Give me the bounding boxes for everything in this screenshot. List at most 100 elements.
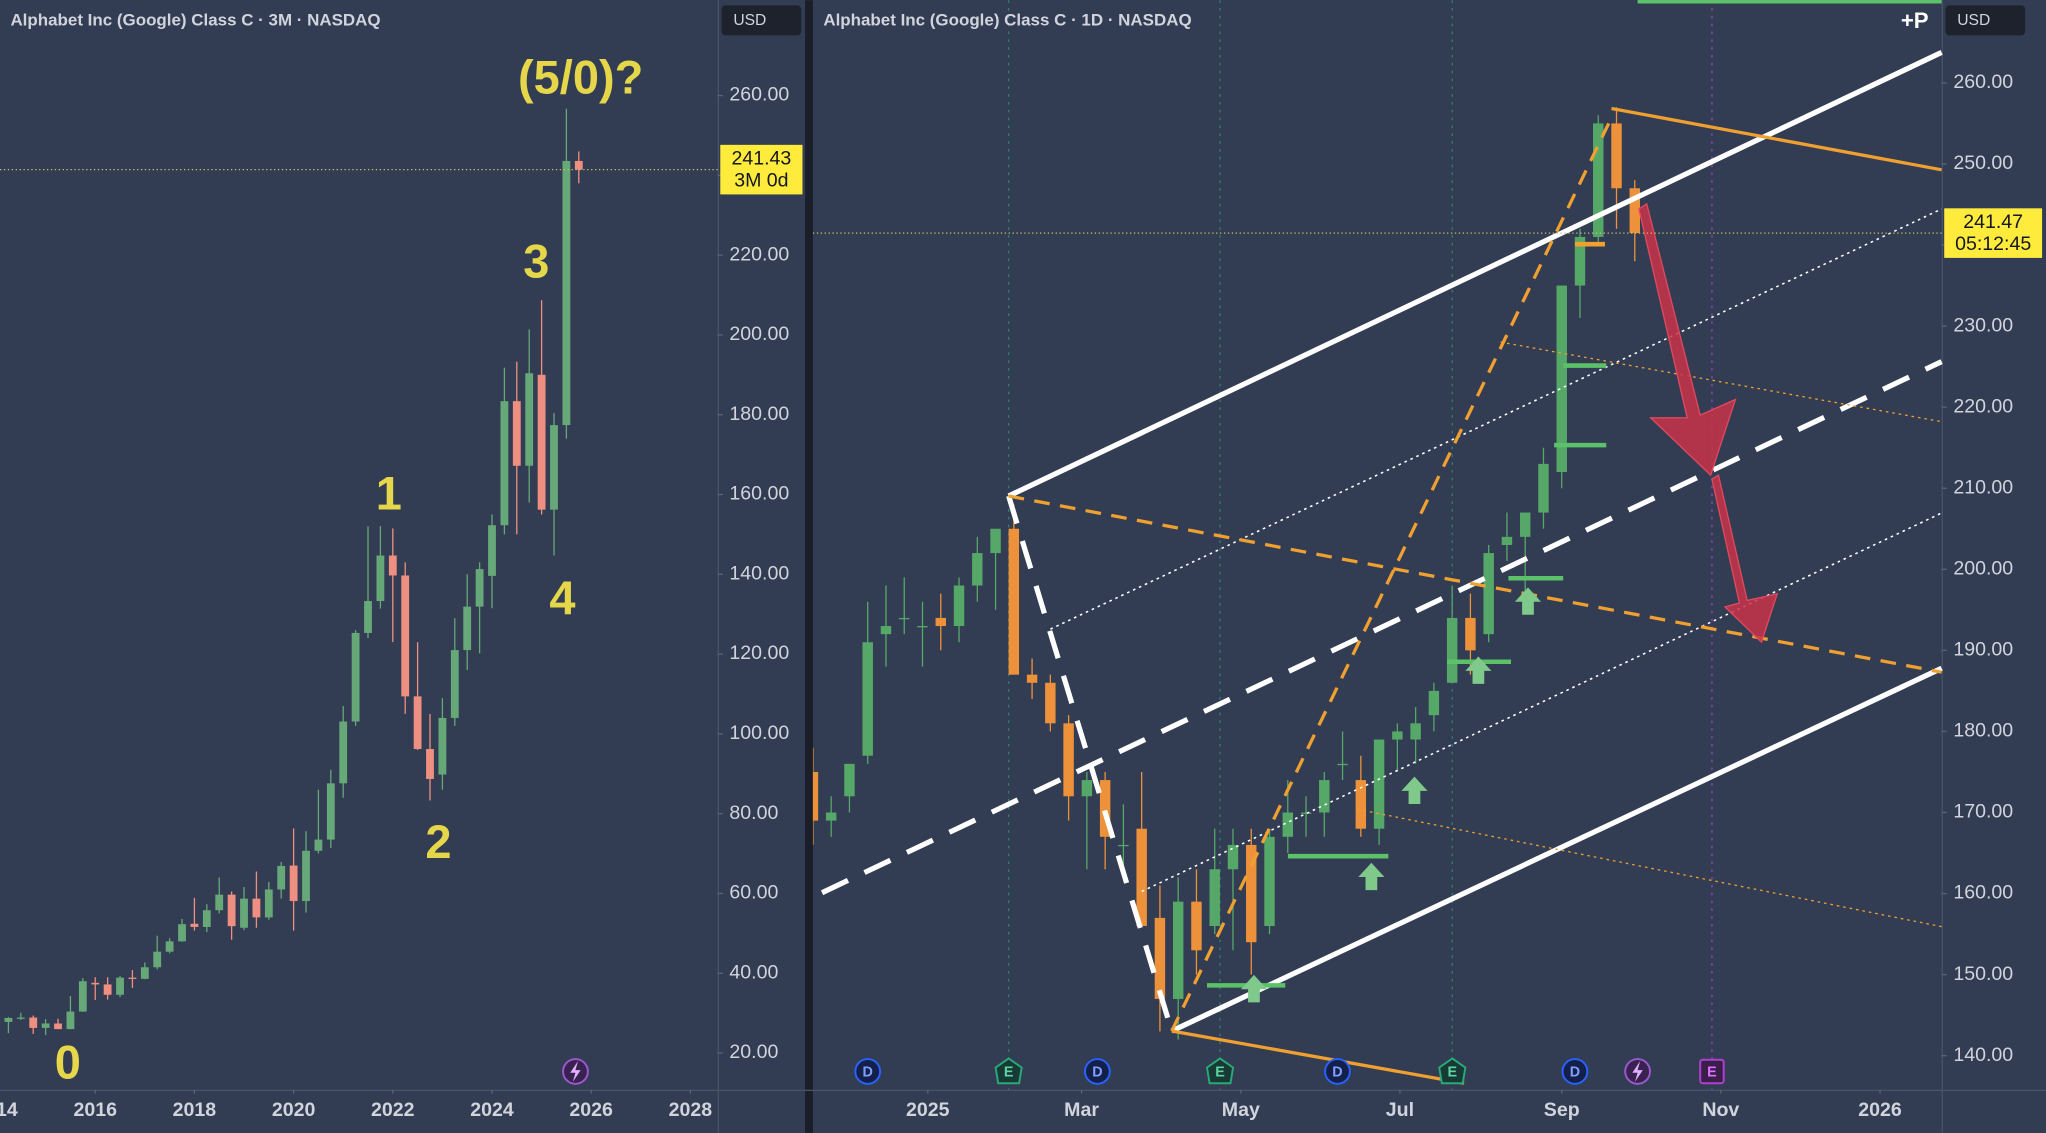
candle-body: [140, 967, 149, 979]
candle-body: [1392, 731, 1403, 740]
candle-body: [990, 528, 1001, 554]
event-icon: [1205, 1057, 1235, 1085]
event-icon: [1561, 1058, 1589, 1085]
candle-body: [1209, 869, 1220, 926]
candles: [4, 107, 1641, 1040]
event-label: D: [1332, 1065, 1342, 1081]
x-tick-label: Nov: [1702, 1099, 1739, 1121]
candle-body: [463, 606, 472, 651]
candle-body: [78, 981, 87, 1012]
candle-body: [1410, 723, 1421, 740]
event-label: E: [1215, 1065, 1225, 1081]
candle-body: [880, 626, 892, 635]
candle-body: [29, 1017, 38, 1028]
candle-body: [252, 898, 261, 918]
candle-body: [215, 894, 224, 911]
candle-body: [512, 401, 521, 466]
channel-inner: [1050, 208, 1942, 630]
candle-body: [178, 924, 186, 942]
candle-body: [972, 553, 983, 586]
x-tick-label: 2025: [906, 1099, 950, 1121]
candle-body: [1593, 123, 1604, 237]
y-tick-label: 220.00: [1953, 395, 2013, 417]
x-tick-label: Mar: [1064, 1099, 1099, 1121]
candle-body: [376, 555, 385, 602]
candle-body: [862, 642, 873, 756]
candle-body: [825, 812, 837, 821]
candle-body: [153, 951, 162, 968]
y-tick-label: 260.00: [729, 84, 789, 106]
candle-body: [227, 894, 236, 927]
channel-inner: [1141, 512, 1942, 893]
event-icon: [854, 1058, 882, 1085]
event-lines: [1007, 0, 1713, 1090]
candle-body: [450, 650, 459, 718]
up-arrow: [1401, 776, 1428, 804]
event-icon: [994, 1057, 1023, 1085]
candle-body: [1191, 901, 1202, 951]
candle-body: [935, 617, 946, 627]
pane-divider: [805, 0, 813, 1133]
candle-body: [264, 889, 273, 918]
last-price-box: [720, 144, 803, 195]
candle-body: [1355, 780, 1367, 829]
x-ticks: 2025 Mar May Jul Sep Nov 2026: [906, 1089, 1902, 1121]
x-tick-label: 2018: [173, 1099, 217, 1121]
currency-label: USD: [1957, 12, 1990, 29]
candle-body: [475, 569, 484, 607]
candle-body: [1300, 812, 1312, 814]
candle-body: [16, 1017, 25, 1019]
event-label: E: [1707, 1065, 1717, 1081]
currency-box: [1945, 5, 2026, 36]
candle-body: [190, 923, 199, 927]
channel-median: [820, 359, 1943, 896]
candle-body: [562, 160, 571, 426]
x-tick-label: 2022: [371, 1099, 415, 1121]
y-tick-label: 200.00: [729, 323, 789, 345]
candle-body: [1337, 763, 1348, 766]
trend-line: [1500, 341, 1942, 423]
candle-body: [240, 898, 248, 928]
candle-body: [1264, 836, 1275, 926]
candle-body: [103, 984, 112, 995]
currency-box: [721, 5, 802, 36]
x-tick-label: 2024: [470, 1099, 514, 1121]
chart-title: Alphabet Inc (Google) Class C · 1D · NAS…: [823, 11, 1191, 30]
candle-body: [953, 585, 965, 627]
wave-label: 4: [549, 571, 575, 624]
countdown-label: 05:12:45: [1955, 233, 2031, 255]
candle-body: [364, 601, 372, 633]
up-arrow: [1358, 862, 1385, 891]
candle-body: [128, 977, 137, 979]
x-tick-label: 2026: [569, 1099, 613, 1121]
y-tick-label: 220.00: [729, 243, 789, 265]
countdown-label: 3M 0d: [734, 170, 788, 192]
candle-body: [1063, 723, 1074, 797]
badge: +P: [1901, 8, 1929, 33]
up-arrow: [1514, 587, 1542, 615]
x-tick-label: 2020: [272, 1099, 316, 1121]
candle-body: [351, 632, 360, 722]
event-icon: [1324, 1058, 1351, 1085]
trend-line: [1356, 808, 1942, 928]
candle-body: [488, 525, 496, 576]
y-tick-label: 260.00: [1953, 71, 2013, 93]
y-tick-label: 80.00: [729, 802, 778, 824]
chart-title: Alphabet Inc (Google) Class C · 3M · NAS…: [10, 11, 380, 30]
y-tick-label: 150.00: [1953, 963, 2013, 985]
candle-body: [1556, 285, 1567, 473]
candle-body: [339, 721, 348, 784]
candle-body: [1045, 682, 1056, 724]
x-tick-label: 2014: [0, 1099, 18, 1121]
y-tick-label: 40.00: [729, 961, 778, 983]
event-label: D: [863, 1065, 873, 1081]
candle-body: [314, 839, 323, 851]
candle-body: [1373, 739, 1385, 829]
candle-body: [844, 763, 855, 797]
candle-body: [525, 373, 534, 466]
event-icon: [1699, 1058, 1725, 1085]
candle-body: [1118, 844, 1129, 847]
channel-upper: [1007, 50, 1943, 499]
candle-body: [1026, 674, 1038, 683]
